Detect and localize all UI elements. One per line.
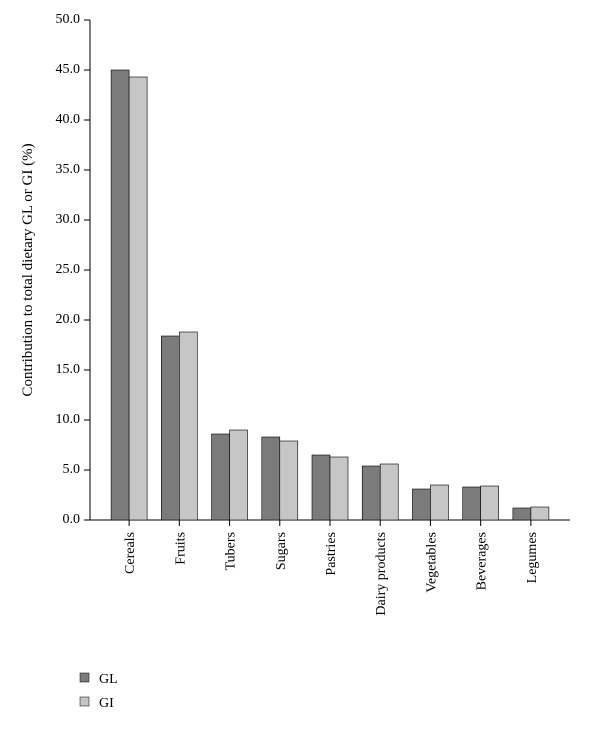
bar-gi (230, 430, 248, 520)
y-tick-label: 40.0 (56, 112, 81, 127)
x-tick-label: Cereals (123, 532, 138, 574)
bar-gi (430, 485, 448, 520)
x-tick-label: Legumes (525, 532, 540, 583)
x-tick-label: Fruits (173, 532, 188, 565)
legend-label: GI (99, 696, 114, 711)
bar-gi (481, 486, 499, 520)
bar-gl (362, 466, 380, 520)
bar-gl (312, 455, 330, 520)
y-axis-label: Contribution to total dietary GL or GI (… (20, 143, 36, 396)
gl-gi-bar-chart: 0.0 5.0 10.0 15.0 20.0 25.0 30.0 35.0 40.0 45.0 50… (0, 0, 600, 734)
x-tick-label: Vegetables (424, 532, 439, 593)
legend-label: GL (99, 672, 118, 687)
bar-gl (262, 437, 280, 520)
y-tick-label: 5.0 (63, 462, 81, 477)
bar-gl (161, 336, 179, 520)
bar-gl (463, 487, 481, 520)
y-tick-label: 50.0 (56, 12, 81, 27)
y-tick-label: 20.0 (56, 312, 81, 327)
bar-gi (179, 332, 197, 520)
y-tick-label: 10.0 (56, 412, 81, 427)
bar-gi (129, 77, 147, 520)
legend-swatch (80, 697, 89, 706)
y-tick-label: 15.0 (56, 362, 81, 377)
x-tick-label: Beverages (475, 532, 490, 590)
legend-swatch (80, 673, 89, 682)
bar-gi (531, 507, 549, 520)
bar-gl (412, 489, 430, 520)
y-tick-label: 0.0 (63, 512, 81, 527)
y-tick-label: 45.0 (56, 62, 81, 77)
y-tick-label: 25.0 (56, 262, 81, 277)
chart-container: { "chart": { "type": "bar", "ylabel": "C… (0, 0, 600, 734)
y-tick-label: 30.0 (56, 212, 81, 227)
x-tick-label: Sugars (274, 532, 289, 570)
bar-gi (280, 441, 298, 520)
bar-gl (513, 508, 531, 520)
x-tick-label: Dairy products (374, 532, 389, 616)
y-tick-label: 35.0 (56, 162, 81, 177)
x-tick-label: Tubers (224, 532, 239, 570)
bar-gl (111, 70, 129, 520)
bar-gi (380, 464, 398, 520)
x-tick-label: Pastries (324, 532, 339, 576)
bar-gl (212, 434, 230, 520)
bar-gi (330, 457, 348, 520)
